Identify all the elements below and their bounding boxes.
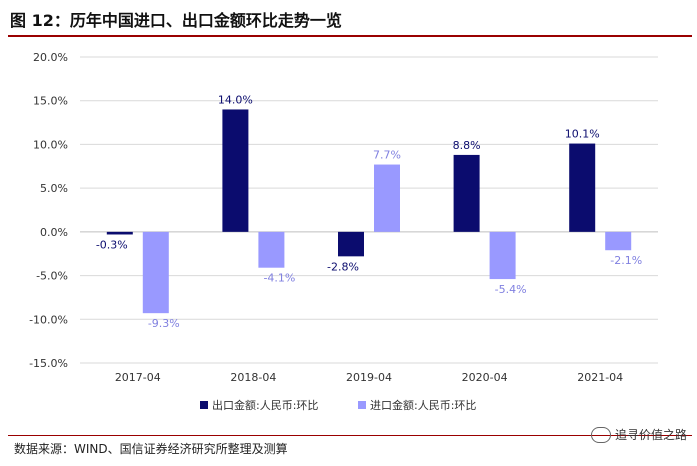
bar-import bbox=[142, 231, 169, 314]
source-note: 数据来源：WIND、国信证券经济研究所整理及测算 bbox=[14, 442, 288, 456]
y-axis: -15.0% -10.0% -5.0% 0.0% 5.0% 10.0% 15.0% 20.0% bbox=[29, 51, 68, 370]
legend-label: 进口金额:人民币:环比 bbox=[370, 398, 476, 412]
x-axis: 2017-04 2018-04 2019-04 2020-04 2021-04 bbox=[115, 371, 623, 384]
watermark: 追寻价值之路 bbox=[590, 426, 687, 443]
bar-import bbox=[489, 231, 516, 280]
bar-chart: -15.0% -10.0% -5.0% 0.0% 5.0% 10.0% 15.0% 20.0%… bbox=[29, 51, 658, 412]
title-rule bbox=[8, 35, 692, 37]
legend-label: 出口金额:人民币:环比 bbox=[212, 398, 318, 412]
figure-title: 图 12：历年中国进口、出口金额环比走势一览 bbox=[10, 11, 342, 30]
data-label: -4.1% bbox=[263, 272, 295, 285]
data-label: -2.1% bbox=[610, 254, 642, 267]
y-tick-label: 0.0% bbox=[40, 226, 68, 239]
legend-swatch bbox=[358, 401, 366, 409]
watermark-text: 追寻价值之路 bbox=[614, 428, 687, 442]
legend: 出口金额:人民币:环比 进口金额:人民币:环比 bbox=[200, 398, 476, 412]
data-labels: -0.3% -9.3% 14.0% -4.1% -2.8% 7.7% 8.8% -5.4% 10… bbox=[96, 93, 642, 330]
y-tick-label: -10.0% bbox=[29, 313, 68, 326]
bar-import bbox=[605, 231, 632, 251]
footer-rule bbox=[8, 435, 692, 436]
y-tick-label: -5.0% bbox=[36, 270, 68, 283]
y-tick-label: 10.0% bbox=[33, 138, 68, 151]
bar-export bbox=[453, 154, 480, 232]
data-label: -5.4% bbox=[495, 283, 527, 296]
wechat-icon bbox=[590, 426, 611, 443]
x-tick-label: 2020-04 bbox=[462, 371, 508, 384]
x-tick-label: 2018-04 bbox=[230, 371, 276, 384]
grid-layer bbox=[80, 56, 658, 364]
y-tick-label: 20.0% bbox=[33, 51, 68, 64]
x-tick-label: 2021-04 bbox=[577, 371, 623, 384]
y-tick-label: 15.0% bbox=[33, 95, 68, 108]
bar-export bbox=[222, 109, 249, 232]
bar-export bbox=[338, 231, 364, 257]
bars bbox=[106, 109, 632, 314]
data-label: 10.1% bbox=[565, 128, 600, 141]
x-tick-label: 2019-04 bbox=[346, 371, 392, 384]
bar-export bbox=[106, 231, 133, 235]
x-tick-label: 2017-04 bbox=[115, 371, 161, 384]
y-tick-label: -15.0% bbox=[29, 357, 68, 370]
data-label: -9.3% bbox=[148, 317, 180, 330]
title-bar: 图 12：历年中国进口、出口金额环比走势一览 bbox=[0, 0, 697, 36]
data-label: 8.8% bbox=[453, 139, 481, 152]
bar-import bbox=[258, 231, 285, 268]
data-label: 14.0% bbox=[218, 93, 253, 106]
bar-import bbox=[374, 164, 400, 232]
data-label: -2.8% bbox=[327, 260, 359, 273]
legend-swatch bbox=[200, 401, 208, 409]
data-label: 7.7% bbox=[373, 149, 401, 162]
y-tick-label: 5.0% bbox=[40, 182, 68, 195]
data-label: -0.3% bbox=[96, 238, 128, 251]
bar-export bbox=[569, 143, 596, 232]
